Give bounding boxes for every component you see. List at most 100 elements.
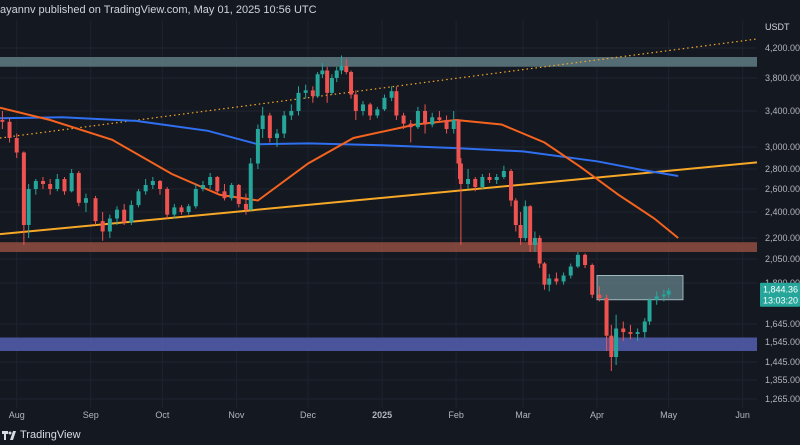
candle-body: [334, 70, 339, 78]
candle-body: [394, 91, 399, 116]
candle: [542, 262, 547, 290]
candle-body: [200, 185, 205, 189]
candle: [122, 203, 127, 225]
candle: [513, 198, 518, 232]
candle-body: [69, 173, 74, 192]
candle-body: [21, 152, 26, 225]
zone-resistance: [0, 57, 757, 67]
candle-body: [609, 335, 614, 357]
x-tick-label: Nov: [228, 410, 245, 420]
candle-body: [661, 294, 666, 297]
candle-body: [222, 191, 227, 199]
candle: [628, 324, 633, 340]
candle-body: [236, 185, 241, 204]
candle-body: [93, 198, 98, 222]
candle-body: [654, 296, 659, 300]
candle-body: [215, 177, 220, 192]
candle: [165, 187, 170, 219]
candle: [528, 205, 533, 252]
candle: [661, 289, 666, 302]
candle-body: [193, 189, 198, 207]
x-tick-label: Mar: [515, 410, 531, 420]
candle-body: [537, 238, 542, 264]
y-tick-label: 1,545.00: [765, 337, 800, 347]
candle-body: [26, 189, 31, 225]
candle: [186, 203, 191, 215]
candle: [275, 129, 280, 147]
candle-body: [437, 117, 442, 120]
y-tick-label: 1,645.00: [765, 319, 800, 329]
candle-body: [143, 185, 148, 192]
candle-body: [666, 290, 671, 295]
candle: [456, 119, 461, 179]
y-tick-label: 1,445.00: [765, 357, 800, 367]
candle: [647, 298, 652, 325]
candle: [430, 112, 435, 128]
candle: [179, 205, 184, 215]
candle: [93, 195, 98, 225]
candle: [310, 86, 315, 103]
footer: TradingView: [0, 425, 800, 445]
candle-body: [408, 123, 413, 128]
candle-body: [248, 163, 253, 210]
tradingview-logo-icon[interactable]: [2, 429, 16, 441]
candle-body: [456, 120, 461, 164]
candle: [248, 158, 253, 211]
candle-body: [165, 189, 170, 215]
candle: [523, 200, 528, 241]
candle-body: [528, 206, 533, 245]
brand-label[interactable]: TradingView: [20, 429, 81, 441]
candle-body: [554, 278, 559, 282]
candle-body: [444, 120, 449, 129]
trendline-ascending-dotted: [0, 38, 758, 139]
y-tick-label: 4,200.00: [765, 43, 800, 53]
candle: [339, 55, 344, 75]
candle: [561, 272, 566, 285]
candle-body: [100, 221, 105, 232]
candle: [172, 203, 177, 219]
candle: [554, 272, 559, 285]
trendline-ascending-solid: [0, 161, 758, 236]
candle: [473, 177, 478, 192]
candle: [415, 106, 420, 129]
candle: [635, 328, 640, 342]
candle-body: [509, 171, 514, 201]
candle-body: [568, 266, 573, 276]
candle: [614, 314, 619, 365]
candle: [107, 214, 112, 238]
candle-body: [382, 97, 387, 110]
candle: [487, 173, 492, 183]
candle: [267, 112, 272, 143]
candle: [303, 84, 308, 99]
y-tick-label: 2,050.00: [765, 254, 800, 264]
candle: [642, 318, 647, 338]
y-tick-label: 2,200.00: [765, 233, 800, 243]
candle: [260, 106, 265, 138]
candle-body: [282, 115, 287, 134]
y-tick-label: 1,265.00: [765, 394, 800, 404]
candle-body: [243, 203, 248, 210]
candle: [76, 171, 81, 207]
candle: [115, 206, 120, 225]
candle: [289, 104, 294, 120]
candle: [222, 184, 227, 201]
candle: [334, 66, 339, 83]
candle-body: [590, 265, 595, 295]
x-tick-label: Aug: [9, 410, 25, 420]
y-tick-label: 1,355.00: [765, 375, 800, 385]
zone-supply-box: [596, 275, 684, 301]
candle-body: [349, 72, 354, 95]
moving-average-fast: [0, 106, 679, 239]
candle: [518, 212, 523, 245]
candle-body: [375, 109, 380, 116]
candle-body: [172, 207, 177, 215]
candle: [143, 179, 148, 195]
candle-body: [289, 111, 294, 116]
candle-body: [458, 163, 463, 184]
candle-body: [368, 104, 373, 116]
candle: [69, 169, 74, 193]
candle-body: [614, 328, 619, 357]
axis-layer: 4,200.00 3,800.00 3,400.00 3,000.00 2,800.00…: [9, 22, 800, 420]
candle-body: [430, 117, 435, 125]
